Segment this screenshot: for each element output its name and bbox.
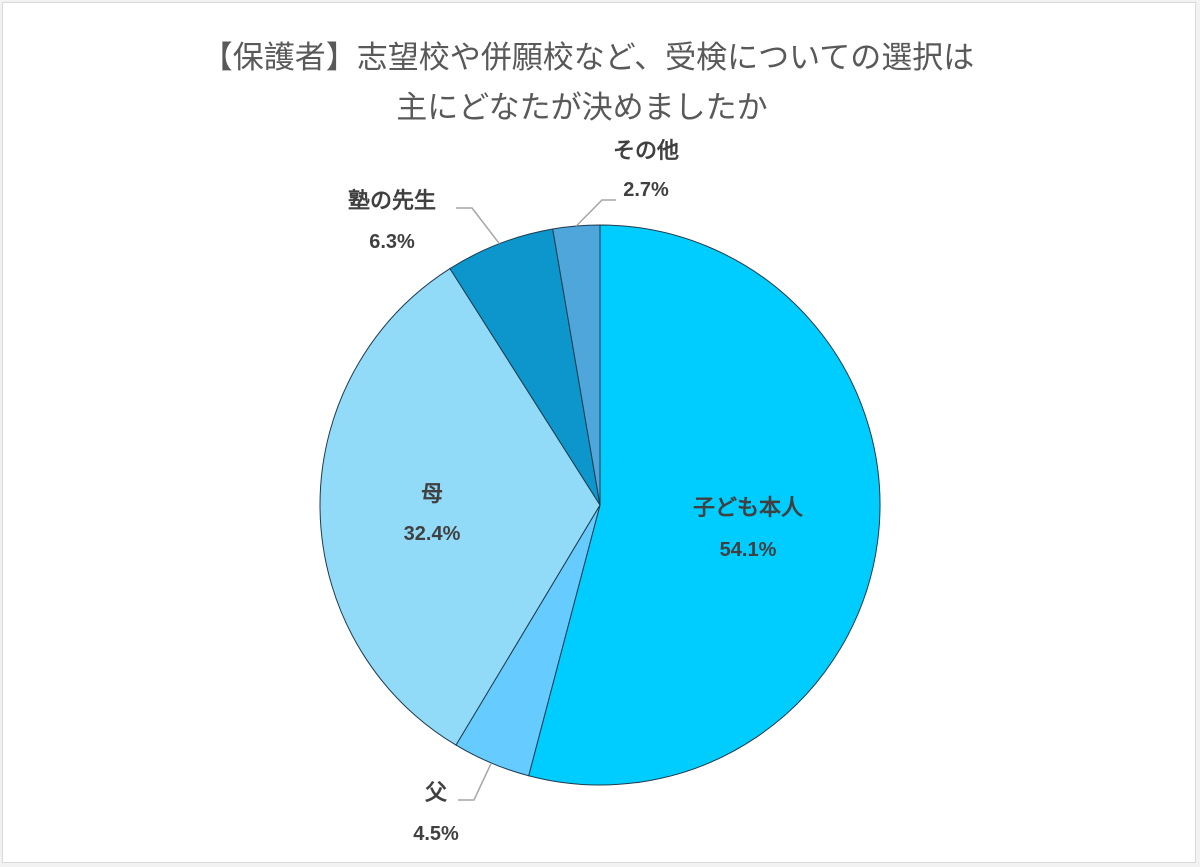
leader-line-father (458, 762, 492, 801)
slice-value-child: 54.1% (720, 539, 777, 561)
slice-label-child: 子ども本人 (693, 496, 803, 521)
chart-title-line2: 主にどなたが決めましたか (396, 90, 767, 126)
leader-line-other (575, 199, 616, 227)
slice-label-father: 父 (425, 781, 448, 806)
pie-slice-other (552, 224, 601, 506)
slice-value-cram-teacher: 6.3% (369, 231, 415, 253)
slice-value-father: 4.5% (413, 823, 459, 845)
chart-title-line1: 【保護者】志望校や併願校など、受検についての選択は (202, 40, 975, 76)
slice-label-other: その他 (613, 139, 679, 164)
slice-value-mother: 32.4% (404, 523, 461, 545)
slice-label-mother: 母 (421, 482, 443, 507)
pie-slice-child (528, 224, 881, 786)
leader-line-cram-teacher (456, 207, 500, 245)
slice-label-cram-teacher: 塾の先生 (348, 188, 436, 214)
slice-value-other: 2.7% (623, 179, 669, 201)
pie-slice-mother (319, 267, 601, 746)
leader-lines (456, 199, 616, 801)
pie-slices (319, 224, 881, 786)
